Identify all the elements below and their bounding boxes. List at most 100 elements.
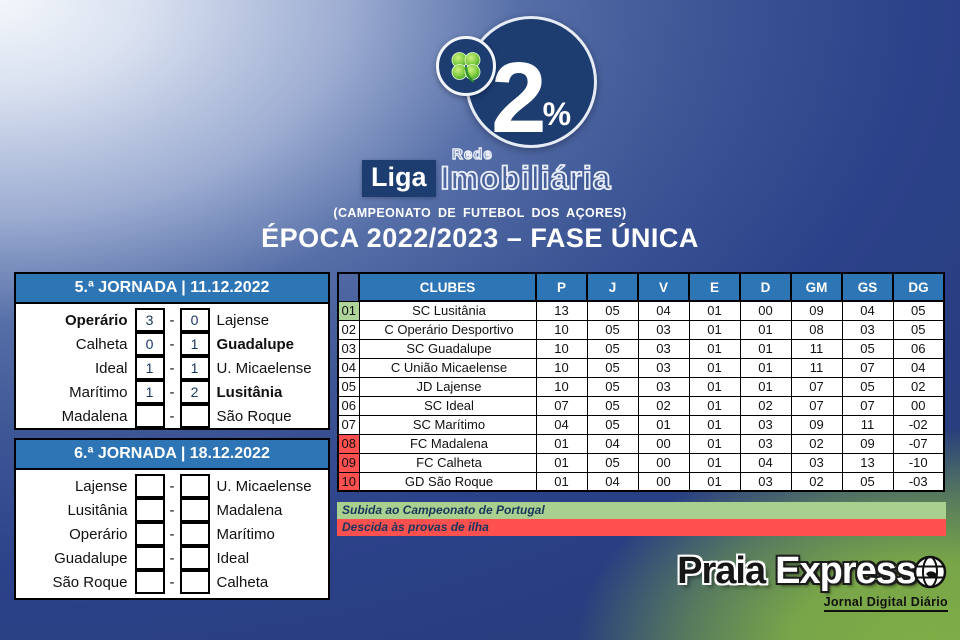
clover-icon bbox=[451, 52, 481, 83]
standings-row: 02 C Operário Desportivo 10 05 03 01 01 … bbox=[337, 319, 945, 340]
praia-express-wordmark: Praia Express bbox=[677, 550, 948, 593]
away-score-box bbox=[179, 522, 210, 546]
goals-against-cell: 07 bbox=[841, 395, 894, 416]
points-cell: 07 bbox=[535, 395, 588, 416]
position-cell: 07 bbox=[337, 414, 360, 435]
wins-cell: 01 bbox=[637, 414, 690, 435]
points-cell: 10 bbox=[535, 357, 588, 378]
home-score-box bbox=[134, 474, 165, 498]
promotion-legend: Subida ao Campeonato de Portugal bbox=[337, 502, 946, 519]
played-cell: 05 bbox=[586, 319, 639, 340]
standings-row: 04 C União Micaelense 10 05 03 01 01 11 … bbox=[337, 357, 945, 378]
match-row: Lajense - U. Micaelense bbox=[22, 474, 322, 498]
score-dash: - bbox=[169, 311, 175, 329]
home-team: Lajense bbox=[74, 477, 128, 495]
goal-diff-cell: 05 bbox=[892, 300, 945, 321]
away-team: U. Micaelense bbox=[216, 359, 312, 377]
relegation-legend: Descida às provas de ilha bbox=[337, 519, 946, 536]
position-cell: 05 bbox=[337, 376, 360, 397]
position-cell: 10 bbox=[337, 471, 360, 492]
goals-against-cell: 07 bbox=[841, 357, 894, 378]
wins-cell: 04 bbox=[637, 300, 690, 321]
score-dash: - bbox=[169, 383, 175, 401]
played-cell: 05 bbox=[586, 414, 639, 435]
standings-row: 08 FC Madalena 01 04 00 01 03 02 09 -07 bbox=[337, 433, 945, 454]
jornada-6-box: 6.ª JORNADA | 18.12.2022 Lajense - U. Mi… bbox=[14, 438, 330, 600]
newspaper-tagline: Jornal Digital Diário bbox=[823, 595, 948, 612]
match-row: São Roque - Calheta bbox=[22, 570, 322, 594]
away-score-box bbox=[179, 546, 210, 570]
played-cell: 05 bbox=[586, 357, 639, 378]
draws-cell: 01 bbox=[688, 471, 741, 492]
wins-cell: 02 bbox=[637, 395, 690, 416]
losses-cell: 01 bbox=[739, 338, 792, 359]
imobiliaria-label: Imobiliária bbox=[440, 159, 612, 197]
match-row: Ideal 1 - 1 U. Micaelense bbox=[22, 356, 322, 380]
standings-header-row: CLUBES P J V E D GM GS DG bbox=[338, 272, 945, 302]
match-row: Operário 3 - 0 Lajense bbox=[22, 308, 322, 332]
goals-for-cell: 07 bbox=[790, 395, 843, 416]
goals-against-cell: 05 bbox=[841, 338, 894, 359]
standings-row: 07 SC Marítimo 04 05 01 01 03 09 11 -02 bbox=[337, 414, 945, 435]
away-team: Ideal bbox=[216, 549, 250, 567]
jornada-6-header: 6.ª JORNADA | 18.12.2022 bbox=[16, 440, 328, 470]
draws-cell: 01 bbox=[688, 376, 741, 397]
away-team: Calheta bbox=[216, 573, 269, 591]
match-row: Guadalupe - Ideal bbox=[22, 546, 322, 570]
losses-cell: 00 bbox=[739, 300, 792, 321]
club-cell: C União Micaelense bbox=[358, 357, 537, 378]
position-cell: 02 bbox=[337, 319, 360, 340]
goal-diff-cell: 06 bbox=[892, 338, 945, 359]
home-team: Calheta bbox=[75, 335, 128, 353]
col-header-p: P bbox=[535, 272, 588, 302]
match-row: Lusitânia - Madalena bbox=[22, 498, 322, 522]
position-cell: 06 bbox=[337, 395, 360, 416]
percent-sign: % bbox=[542, 96, 572, 132]
home-team: Marítimo bbox=[69, 383, 128, 401]
liga-imobiliaria-wordmark: Liga Imobiliária bbox=[362, 159, 612, 197]
score-dash: - bbox=[169, 477, 175, 495]
away-score-box: 1 bbox=[179, 332, 210, 356]
losses-cell: 01 bbox=[739, 376, 792, 397]
home-team: Operário bbox=[64, 311, 128, 329]
goal-diff-cell: -02 bbox=[892, 414, 945, 435]
home-score-box bbox=[134, 522, 165, 546]
losses-cell: 03 bbox=[739, 471, 792, 492]
home-score-box bbox=[134, 404, 165, 428]
club-cell: C Operário Desportivo bbox=[358, 319, 537, 340]
score-dash: - bbox=[169, 501, 175, 519]
globe-icon bbox=[913, 555, 947, 588]
points-cell: 10 bbox=[535, 376, 588, 397]
wins-cell: 03 bbox=[637, 338, 690, 359]
col-header-e: E bbox=[688, 272, 741, 302]
position-cell: 03 bbox=[337, 338, 360, 359]
draws-cell: 01 bbox=[688, 338, 741, 359]
standings-section: CLUBES P J V E D GM GS DG 01 SC Lusitâni… bbox=[337, 272, 945, 492]
draws-cell: 01 bbox=[688, 452, 741, 473]
jornada-5-box: 5.ª JORNADA | 11.12.2022 Operário 3 - 0 … bbox=[14, 272, 330, 430]
goals-against-cell: 11 bbox=[841, 414, 894, 435]
club-cell: GD São Roque bbox=[358, 471, 537, 492]
draws-cell: 01 bbox=[688, 433, 741, 454]
points-cell: 10 bbox=[535, 338, 588, 359]
club-cell: FC Madalena bbox=[358, 433, 537, 454]
goals-against-cell: 05 bbox=[841, 376, 894, 397]
goals-for-cell: 11 bbox=[790, 357, 843, 378]
score-dash: - bbox=[169, 549, 175, 567]
home-score-box: 1 bbox=[134, 380, 165, 404]
points-cell: 01 bbox=[535, 471, 588, 492]
goals-for-cell: 09 bbox=[790, 414, 843, 435]
home-team: São Roque bbox=[52, 573, 128, 591]
points-cell: 01 bbox=[535, 433, 588, 454]
standings-row: 05 JD Lajense 10 05 03 01 01 07 05 02 bbox=[337, 376, 945, 397]
club-cell: SC Marítimo bbox=[358, 414, 537, 435]
away-team: Lajense bbox=[216, 311, 270, 329]
goals-for-cell: 02 bbox=[790, 471, 843, 492]
express-label: Express bbox=[775, 550, 917, 592]
home-score-box bbox=[134, 546, 165, 570]
away-score-box bbox=[179, 474, 210, 498]
points-cell: 01 bbox=[535, 452, 588, 473]
score-dash: - bbox=[169, 335, 175, 353]
goals-for-cell: 08 bbox=[790, 319, 843, 340]
rede-label: Rede bbox=[451, 145, 493, 163]
